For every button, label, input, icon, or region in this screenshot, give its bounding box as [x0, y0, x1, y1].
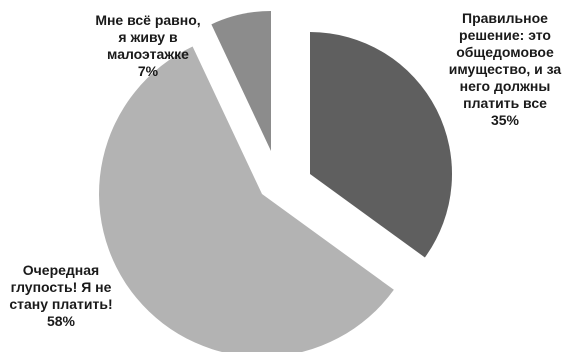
slice-label-text: Мне всё равно, я живу в малоэтажке: [95, 12, 201, 62]
slice-percent: 58%: [46, 313, 76, 329]
slice-percent: 7%: [137, 63, 159, 79]
slice-label-dont-care: Мне всё равно, я живу в малоэтажке 7%: [92, 12, 204, 80]
slice-label-wont-pay: Очередная глупость! Я не стану платить! …: [2, 262, 120, 330]
slice-label-text: Очередная глупость! Я не стану платить!: [9, 262, 113, 312]
slice-percent: 35%: [490, 112, 520, 128]
pie-slice: [211, 11, 271, 151]
slice-label-text: Правильное решение: это общедомовое имущ…: [448, 10, 562, 111]
pie-slice: [99, 46, 394, 352]
pie-slice: [310, 32, 453, 258]
slice-label-common-property: Правильное решение: это общедомовое имущ…: [442, 10, 568, 129]
